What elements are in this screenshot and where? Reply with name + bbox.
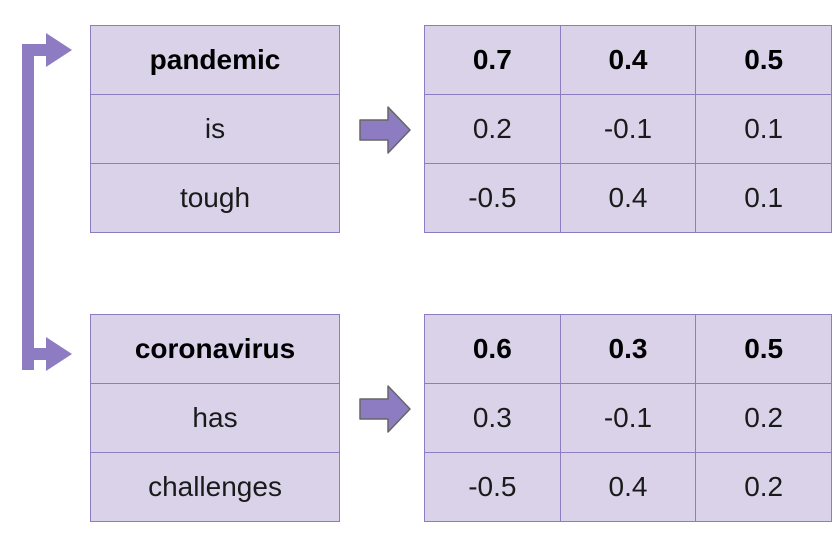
vector-cell: 0.4 — [559, 25, 697, 95]
vector-cell: 0.6 — [424, 314, 561, 384]
vector-table-2: 0.6 0.3 0.5 0.3 -0.1 0.2 -0.5 0.4 0.2 — [424, 314, 832, 522]
vector-cell: 0.4 — [559, 163, 697, 233]
vector-cell: 0.5 — [695, 25, 832, 95]
vector-cell: -0.1 — [559, 94, 697, 164]
vector-cell: -0.1 — [559, 383, 697, 453]
vector-cell: 0.2 — [424, 94, 561, 164]
vector-cell: 0.2 — [695, 452, 832, 522]
embed-arrow-icon-1 — [359, 106, 411, 154]
vector-cell: 0.2 — [695, 383, 832, 453]
vector-cell: 0.3 — [559, 314, 697, 384]
vector-table-1: 0.7 0.4 0.5 0.2 -0.1 0.1 -0.5 0.4 0.1 — [424, 25, 832, 233]
vector-cell: 0.7 — [424, 25, 561, 95]
word-cell: tough — [90, 163, 340, 233]
vector-cell: -0.5 — [424, 452, 561, 522]
word-cell: challenges — [90, 452, 340, 522]
embed-arrow-icon-2 — [359, 385, 411, 433]
word-table-2: coronavirus has challenges — [90, 314, 340, 522]
bracket-arrow-head-bottom — [46, 337, 72, 371]
bracket-arrow-head-top — [46, 33, 72, 67]
word-cell: is — [90, 94, 340, 164]
bracket-connector — [22, 44, 48, 370]
word-table-1: pandemic is tough — [90, 25, 340, 233]
vector-cell: 0.1 — [695, 94, 832, 164]
vector-cell: 0.3 — [424, 383, 561, 453]
word-cell: has — [90, 383, 340, 453]
vector-cell: -0.5 — [424, 163, 561, 233]
word-cell: coronavirus — [90, 314, 340, 384]
vector-cell: 0.1 — [695, 163, 832, 233]
vector-cell: 0.5 — [695, 314, 832, 384]
vector-cell: 0.4 — [559, 452, 697, 522]
word-cell: pandemic — [90, 25, 340, 95]
